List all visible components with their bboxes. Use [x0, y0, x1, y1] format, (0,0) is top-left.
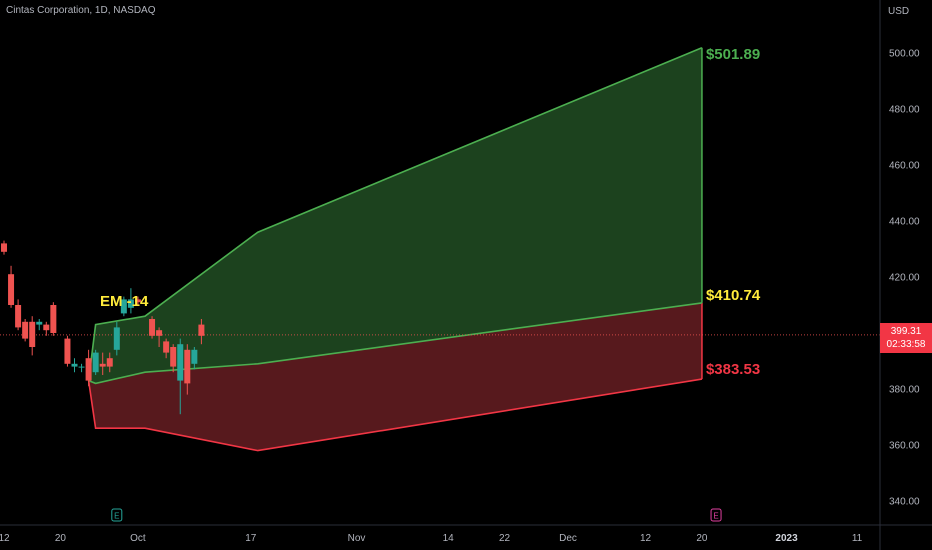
bar-countdown: 02:33:58 — [886, 338, 926, 350]
candle[interactable] — [134, 296, 141, 305]
candle-body — [163, 341, 170, 353]
candle-body — [64, 338, 71, 364]
candle-body — [92, 352, 99, 373]
candle-body — [22, 321, 29, 339]
candle[interactable] — [120, 296, 127, 317]
candle-body — [170, 347, 177, 367]
time-tick-label: 20 — [696, 533, 708, 544]
candle-body — [177, 344, 184, 381]
candle[interactable] — [71, 358, 78, 373]
candle-body — [113, 327, 120, 350]
candle[interactable] — [22, 319, 29, 342]
time-tick-label: 12 — [640, 533, 652, 544]
earnings-marker-letter: E — [114, 512, 119, 521]
earnings-marker-box — [710, 508, 722, 522]
candle-body — [15, 305, 22, 328]
price-tick-label: 420.00 — [889, 273, 920, 284]
price-tick-label: 340.00 — [889, 497, 920, 508]
candle-body — [149, 319, 156, 336]
earnings-marker-box — [111, 508, 123, 522]
candle[interactable] — [15, 299, 22, 331]
time-tick-label: 14 — [443, 533, 455, 544]
time-tick-label: 17 — [245, 533, 257, 544]
candle-body — [99, 363, 106, 367]
time-axis[interactable]: 12 20 Oct 17 Nov 14 22 Dec 12 20 2023 11 — [0, 524, 932, 544]
candle-body — [50, 305, 57, 333]
candle-body — [127, 299, 134, 308]
price-tick-label: 360.00 — [889, 441, 920, 452]
candle-body — [191, 349, 198, 364]
candle-body — [184, 349, 191, 384]
lower-band-label: $383.53 — [705, 361, 761, 379]
time-tick-label: 2023 — [775, 533, 798, 544]
candle[interactable] — [170, 344, 177, 373]
candle[interactable] — [113, 321, 120, 356]
candle[interactable] — [106, 352, 113, 373]
current-price-tag: 399.31 02:33:58 — [880, 322, 932, 353]
price-tick-label: 380.00 — [889, 385, 920, 396]
candle[interactable] — [163, 338, 170, 359]
time-tick-label: 22 — [499, 533, 511, 544]
candle-body — [198, 324, 205, 336]
time-tick-label: 12 — [0, 533, 10, 544]
candle-body — [78, 366, 85, 368]
price-tick-label: 440.00 — [889, 217, 920, 228]
candle-body — [1, 243, 7, 252]
candle-body — [106, 358, 113, 367]
time-tick-label: Oct — [130, 533, 146, 544]
candle-body — [29, 321, 36, 347]
lower-band-line — [87, 378, 703, 452]
candle[interactable] — [92, 349, 99, 375]
symbol-title: Cintas Corporation, 1D, NASDAQ — [6, 5, 156, 16]
candle-body — [8, 274, 15, 305]
candle-body — [71, 363, 78, 367]
price-tick-label: 500.00 — [889, 49, 920, 60]
candle-body — [156, 330, 163, 336]
candle[interactable] — [43, 321, 50, 336]
candle[interactable] — [29, 316, 36, 356]
time-tick-label: 20 — [55, 533, 67, 544]
candle[interactable] — [8, 265, 15, 308]
expected-move-label: EM -14 — [100, 293, 149, 310]
upper-band-line — [87, 46, 703, 381]
earnings-marker-letter: E — [713, 512, 718, 521]
earnings-marker[interactable]: E — [710, 508, 722, 522]
candle[interactable] — [99, 352, 106, 375]
upper-band-label: $501.89 — [705, 45, 761, 63]
candle[interactable] — [1, 240, 7, 255]
earnings-marker[interactable]: E — [111, 508, 123, 522]
candle[interactable] — [198, 319, 205, 345]
candle[interactable] — [156, 327, 163, 347]
candle[interactable] — [64, 335, 71, 367]
candle[interactable] — [177, 338, 184, 415]
price-axis[interactable]: 500.00480.00460.00440.00420.00400.00380.… — [879, 0, 920, 550]
time-tick-label: Dec — [559, 533, 577, 544]
price-tick-label: 460.00 — [889, 161, 920, 172]
candle-body — [36, 321, 43, 325]
current-price-value: 399.31 — [890, 325, 922, 337]
candle[interactable] — [78, 363, 85, 373]
upper-band-area — [88, 47, 702, 384]
currency-label[interactable]: USD — [888, 6, 910, 17]
time-tick-label: 11 — [852, 533, 863, 544]
candle[interactable] — [127, 288, 134, 314]
candle[interactable] — [184, 344, 191, 395]
price-tick-label: 480.00 — [889, 105, 920, 116]
candle-body — [85, 358, 92, 381]
mid-band-label: $410.74 — [705, 286, 761, 304]
candle[interactable] — [36, 319, 43, 331]
time-tick-label: Nov — [348, 533, 366, 544]
candle[interactable] — [85, 349, 92, 387]
lower-band-area — [88, 302, 702, 451]
candle-body — [120, 299, 127, 314]
candle-body — [134, 299, 141, 303]
candle[interactable] — [191, 347, 198, 370]
mid-band-line — [88, 302, 703, 385]
candle[interactable] — [149, 316, 156, 339]
candle-body — [43, 324, 50, 331]
candle[interactable] — [50, 302, 57, 336]
